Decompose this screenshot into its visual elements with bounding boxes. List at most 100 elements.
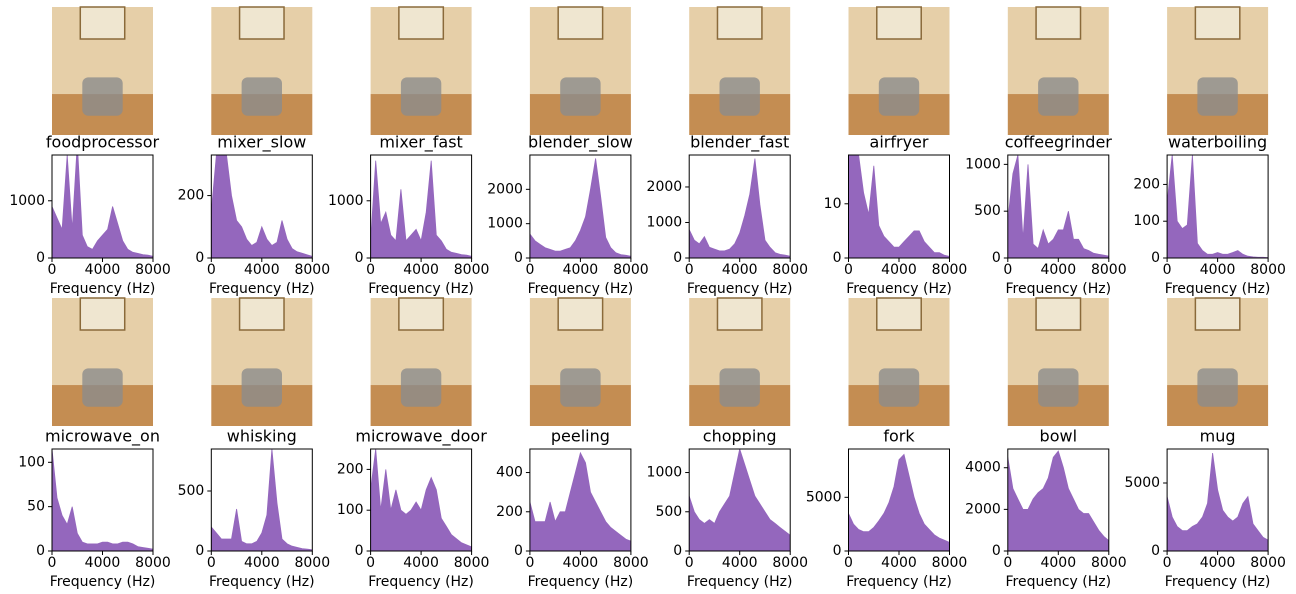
x-tick-label: 4000 [244,555,280,571]
photo-object [82,77,122,115]
y-tick-label: 1000 [487,216,523,232]
x-tick-label: 0 [207,262,216,278]
y-tick-label: 400 [496,465,523,481]
photo [849,298,950,426]
photo [689,298,790,426]
x-tick-label: 4000 [881,262,917,278]
x-axis-label: Frequency (Hz) [528,574,634,590]
x-tick-label: 8000 [1250,555,1286,571]
y-tick-label: 0 [673,543,682,559]
photo [1008,298,1109,426]
photo-object [242,368,282,406]
y-tick-label: 200 [337,461,364,477]
x-tick-label: 8000 [772,555,808,571]
chart-title: fork [883,427,915,446]
photo [530,298,631,426]
x-tick-label: 4000 [563,555,599,571]
photo-poster [877,298,921,330]
photo-object [879,77,919,115]
photo [211,298,312,426]
x-axis-label: Frequency (Hz) [1006,281,1112,297]
photo [211,7,312,135]
x-tick-label: 8000 [1250,262,1286,278]
y-tick-label: 0 [36,250,45,266]
x-tick-label: 4000 [1040,555,1076,571]
figure: foodprocessor01000040008000Frequency (Hz… [0,0,1296,594]
x-axis-label: Frequency (Hz) [1165,574,1271,590]
photo [1167,7,1268,135]
spectrum-area [371,161,472,258]
y-tick-label: 2000 [487,181,523,197]
chart-title: peeling [551,427,610,446]
x-tick-label: 8000 [1091,555,1127,571]
photo [689,7,790,135]
y-tick-label: 0 [833,543,842,559]
y-tick-label: 200 [496,504,523,520]
x-tick-label: 4000 [722,555,758,571]
photo-object [560,368,600,406]
photo [52,298,153,426]
x-tick-label: 0 [207,555,216,571]
photo-object [1038,77,1078,115]
photo-object [1197,77,1237,115]
x-tick-label: 4000 [722,262,758,278]
x-axis-label: Frequency (Hz) [687,574,793,590]
photo-poster [240,298,284,330]
y-tick-label: 500 [655,504,682,520]
x-tick-label: 0 [366,262,375,278]
x-tick-label: 4000 [85,262,121,278]
spectrum-area [849,454,950,551]
chart-title: blender_fast [690,133,789,153]
x-tick-label: 8000 [1091,262,1127,278]
photo-object [82,368,122,406]
photo-object [242,77,282,115]
spectrum-area [689,159,790,258]
x-axis-label: Frequency (Hz) [209,281,315,297]
chart-title: microwave_door [355,427,487,447]
y-tick-label: 1000 [9,193,45,209]
photo [1167,298,1268,426]
photo-object [401,77,441,115]
y-tick-label: 200 [1133,176,1160,192]
y-tick-label: 5000 [806,489,842,505]
chart-title: whisking [227,427,297,446]
plot [849,155,950,258]
plot [530,158,631,258]
photo-poster [80,298,124,330]
x-tick-label: 0 [48,555,57,571]
plot [849,454,950,551]
photo-poster [80,7,124,39]
x-tick-label: 4000 [881,555,917,571]
photo [371,298,472,426]
y-tick-label: 1000 [965,156,1001,172]
spectrum-area [1008,155,1109,258]
y-tick-label: 100 [18,454,45,470]
x-tick-label: 4000 [403,262,439,278]
y-tick-label: 0 [992,543,1001,559]
x-tick-label: 0 [525,555,534,571]
x-axis-label: Frequency (Hz) [368,281,474,297]
y-tick-label: 100 [337,502,364,518]
y-tick-label: 0 [195,250,204,266]
x-axis-label: Frequency (Hz) [368,574,474,590]
y-tick-label: 0 [673,250,682,266]
y-tick-label: 50 [27,499,45,515]
y-tick-label: 10 [824,196,842,212]
x-tick-label: 0 [685,555,694,571]
photo-poster [1195,298,1239,330]
plot [371,449,472,551]
spectrum-area [530,453,631,551]
spectrum-area [52,449,153,551]
plot [1008,451,1109,551]
x-axis-label: Frequency (Hz) [846,574,952,590]
x-tick-label: 0 [844,555,853,571]
photo [849,7,950,135]
spectrum-area [211,449,312,551]
x-tick-label: 0 [525,262,534,278]
x-tick-label: 8000 [135,555,171,571]
spectrum-area [52,144,153,258]
y-tick-label: 200 [178,188,205,204]
x-tick-label: 4000 [244,262,280,278]
chart-title: mixer_slow [217,133,306,153]
photo-poster [1036,298,1080,330]
